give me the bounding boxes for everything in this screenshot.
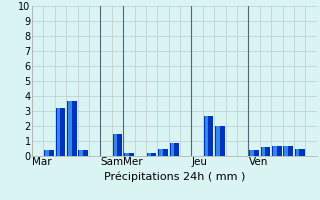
Bar: [296, 148, 300, 156]
Bar: [284, 146, 293, 156]
Bar: [171, 142, 174, 156]
Bar: [125, 153, 129, 156]
Bar: [113, 134, 122, 156]
Bar: [67, 100, 77, 156]
X-axis label: Précipitations 24h ( mm ): Précipitations 24h ( mm ): [104, 172, 245, 182]
Bar: [204, 116, 213, 156]
Bar: [45, 150, 49, 156]
Bar: [249, 150, 259, 156]
Bar: [159, 148, 163, 156]
Bar: [262, 147, 265, 156]
Bar: [158, 148, 168, 156]
Bar: [148, 153, 151, 156]
Bar: [205, 116, 208, 156]
Bar: [57, 108, 60, 156]
Bar: [79, 150, 83, 156]
Bar: [284, 146, 288, 156]
Bar: [273, 146, 277, 156]
Bar: [78, 150, 88, 156]
Bar: [215, 126, 225, 156]
Bar: [68, 100, 72, 156]
Bar: [114, 134, 117, 156]
Bar: [261, 147, 270, 156]
Bar: [56, 108, 65, 156]
Bar: [272, 146, 282, 156]
Bar: [170, 142, 179, 156]
Bar: [250, 150, 254, 156]
Bar: [44, 150, 54, 156]
Bar: [216, 126, 220, 156]
Bar: [147, 153, 156, 156]
Bar: [124, 153, 134, 156]
Bar: [295, 148, 305, 156]
